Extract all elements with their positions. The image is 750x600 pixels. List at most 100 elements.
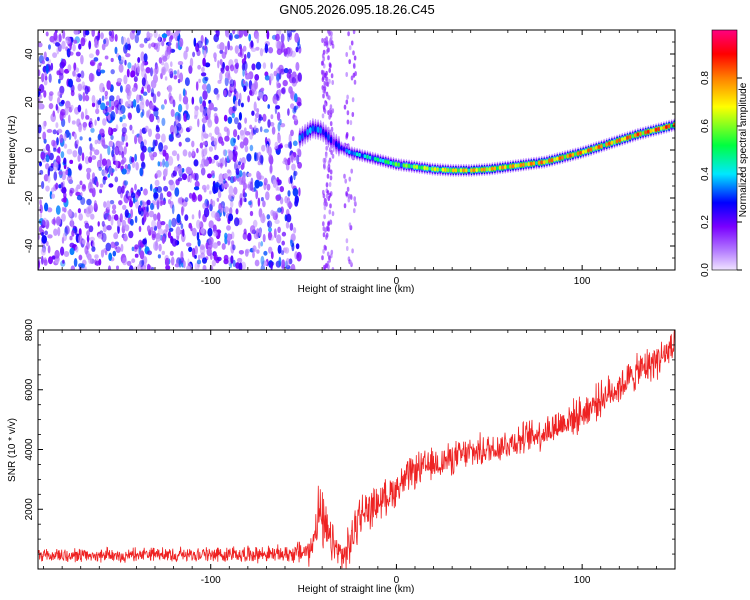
ridge-sample	[563, 154, 567, 159]
noise-speckle	[185, 102, 189, 111]
noise-speckle	[323, 41, 327, 47]
noise-speckle	[38, 84, 45, 93]
noise-speckle	[43, 79, 48, 86]
ridge-sample	[496, 166, 499, 171]
noise-speckle	[349, 225, 353, 231]
noise-speckle	[103, 201, 107, 208]
noise-speckle	[141, 97, 145, 106]
ridge-sample	[376, 157, 380, 162]
ridge-sample	[568, 153, 572, 158]
noise-speckle	[147, 146, 152, 153]
noise-speckle	[53, 217, 56, 226]
noise-speckle	[133, 76, 138, 83]
noise-speckle	[47, 175, 51, 183]
noise-speckle	[331, 267, 335, 270]
noise-speckle	[145, 211, 149, 218]
noise-speckle	[228, 34, 232, 40]
noise-speckle	[288, 68, 292, 74]
noise-speckle	[89, 117, 93, 124]
noise-speckle	[82, 91, 86, 102]
noise-speckle	[48, 256, 53, 265]
noise-speckle	[252, 251, 255, 259]
noise-speckle	[276, 111, 281, 121]
noise-speckle	[112, 128, 117, 132]
noise-speckle	[216, 197, 220, 202]
noise-speckle	[51, 255, 56, 260]
ridge-sample	[540, 160, 544, 165]
noise-speckle	[345, 191, 348, 197]
noise-speckle	[115, 159, 119, 168]
noise-speckle	[329, 37, 332, 43]
noise-speckle	[219, 59, 223, 65]
noise-speckle	[146, 263, 151, 270]
noise-speckle	[112, 153, 116, 163]
noise-speckle	[177, 165, 183, 175]
noise-speckle	[260, 255, 265, 266]
noise-speckle	[63, 157, 67, 165]
noise-speckle	[278, 256, 282, 267]
noise-speckle	[175, 133, 181, 138]
noise-speckle	[78, 234, 83, 244]
ridge-sample	[368, 155, 372, 160]
noise-speckle	[274, 141, 279, 150]
noise-speckle	[324, 198, 328, 204]
noise-speckle	[244, 145, 249, 153]
ridge-sample	[345, 148, 349, 153]
noise-speckle	[326, 40, 329, 46]
noise-speckle	[244, 197, 247, 203]
noise-speckle	[321, 113, 325, 119]
noise-speckle	[115, 246, 121, 254]
noise-speckle	[109, 166, 113, 175]
noise-speckle	[134, 215, 138, 224]
ridge-sample	[347, 150, 351, 154]
noise-speckle	[153, 213, 158, 221]
noise-speckle	[169, 124, 175, 135]
noise-speckle	[137, 57, 141, 63]
noise-speckle	[290, 129, 294, 137]
noise-speckle	[296, 154, 300, 165]
ridge-sample	[628, 134, 632, 139]
noise-speckle	[97, 62, 101, 73]
noise-speckle	[260, 214, 266, 224]
noise-speckle	[60, 58, 67, 67]
noise-speckle	[75, 51, 81, 57]
noise-speckle	[62, 232, 67, 242]
noise-speckle	[187, 174, 191, 183]
noise-speckle	[97, 160, 101, 169]
spectrogram-ytick-label: 0	[24, 147, 35, 153]
noise-speckle	[288, 133, 292, 144]
noise-speckle	[147, 250, 152, 256]
noise-speckle	[69, 247, 75, 256]
noise-speckle	[58, 170, 63, 176]
noise-speckle	[246, 51, 251, 59]
noise-speckle	[281, 250, 284, 256]
noise-speckle	[131, 87, 137, 93]
noise-speckle	[116, 265, 119, 270]
noise-speckle	[251, 83, 257, 93]
noise-speckle	[290, 175, 293, 184]
noise-speckle	[220, 162, 223, 169]
ridge-sample	[321, 128, 325, 136]
snr-ytick-label: 6000	[24, 378, 35, 401]
noise-speckle	[63, 251, 70, 257]
noise-speckle	[142, 201, 147, 207]
noise-speckle	[324, 245, 328, 251]
noise-speckle	[237, 122, 242, 130]
noise-speckle	[202, 109, 207, 119]
noise-speckle	[229, 207, 233, 215]
noise-speckle	[293, 105, 299, 111]
noise-speckle	[110, 100, 115, 107]
spectrogram-ridge	[298, 117, 675, 177]
noise-speckle	[210, 210, 217, 218]
noise-speckle	[266, 30, 270, 40]
noise-speckle	[252, 245, 257, 253]
noise-speckle	[217, 190, 222, 199]
noise-speckle	[270, 251, 274, 260]
noise-speckle	[88, 188, 94, 194]
noise-speckle	[51, 187, 55, 193]
noise-speckle	[212, 200, 216, 207]
noise-speckle	[86, 241, 90, 250]
noise-speckle	[130, 218, 134, 226]
noise-speckle	[239, 48, 244, 59]
noise-speckle	[281, 86, 286, 95]
